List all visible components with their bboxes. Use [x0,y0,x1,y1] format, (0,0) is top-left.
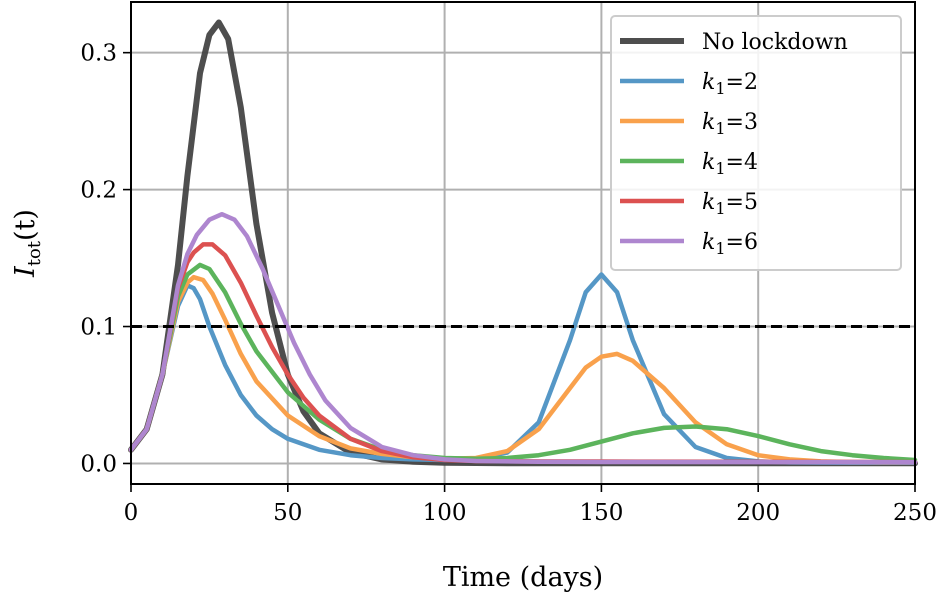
series-lines [128,19,918,467]
legend: No lockdown k1=2 k1=3 k1=4 k1=5 k1=6 [610,15,902,271]
x-axis-label: Time (days) [443,562,603,593]
y-axis-label: Itot(t) [10,209,45,278]
y-axis-label-sub: tot [24,240,45,266]
y-tick-label: 0.0 [80,451,117,477]
y-axis-label-arg: (t) [10,209,41,241]
x-tick-label: 50 [273,500,302,526]
x-tick-label: 250 [893,500,937,526]
legend-label: k1=5 [702,190,758,218]
legend-label: k1=6 [702,230,758,258]
axis-ticks: 0 50 100 150 200 250 0.0 0.1 0.2 0.3 [80,41,937,526]
x-tick-label: 150 [579,500,623,526]
plot-frame [130,1,916,485]
series-line-no-lockdown [128,19,918,467]
legend-label: k1=2 [702,70,758,98]
legend-label: k1=4 [702,150,758,178]
svg-text:Itot(t): Itot(t) [10,209,45,278]
x-tick-label: 100 [423,500,467,526]
y-tick-label: 0.3 [80,41,117,67]
y-axis-label-base: I [10,265,41,278]
x-tick-label: 200 [736,500,780,526]
legend-label: k1=3 [702,110,758,138]
legend-label: No lockdown [702,30,848,55]
y-tick-label: 0.1 [80,315,117,341]
y-tick-label: 0.2 [80,178,117,204]
series-line-k1-5 [128,242,918,465]
x-tick-label: 0 [124,500,139,526]
series-line-k1-6 [128,211,918,465]
